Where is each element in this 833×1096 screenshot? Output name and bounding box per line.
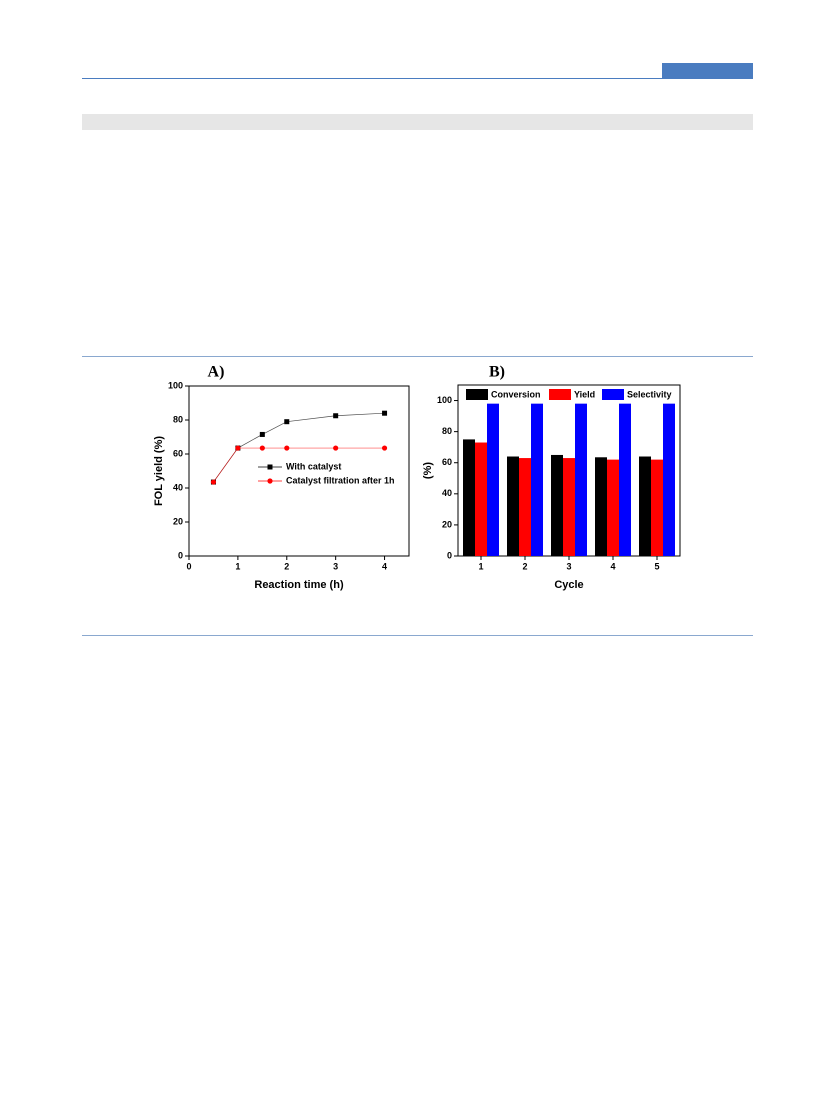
y-tick-label: 60: [173, 448, 183, 458]
y-tick-label: 0: [178, 550, 183, 560]
bar: [531, 403, 543, 556]
marker: [235, 445, 241, 451]
marker: [259, 431, 265, 437]
legend-label: Yield: [574, 389, 595, 399]
marker: [210, 479, 217, 485]
legend-swatch: [549, 389, 571, 400]
x-tick-label: 3: [566, 561, 571, 571]
marker: [259, 445, 265, 451]
x-tick-label: 0: [186, 561, 191, 571]
legend-swatch: [466, 389, 488, 400]
y-axis-label: (%): [422, 462, 434, 479]
legend-label: Conversion: [491, 389, 541, 399]
bar: [487, 403, 499, 556]
x-tick-label: 1: [478, 561, 483, 571]
bar: [575, 403, 587, 556]
y-tick-label: 20: [442, 519, 452, 529]
x-tick-label: 2: [284, 561, 289, 571]
y-axis-label: FOL yield (%): [153, 436, 165, 506]
header-block: [662, 63, 753, 78]
y-tick-label: 40: [442, 488, 452, 498]
bar: [475, 442, 487, 556]
legend-label: With catalyst: [286, 461, 341, 471]
x-axis-label: Reaction time (h): [254, 579, 344, 591]
marker: [381, 445, 388, 451]
y-tick-label: 100: [437, 395, 452, 405]
legend-marker: [267, 464, 273, 470]
x-tick-label: 4: [382, 561, 387, 571]
x-tick-label: 4: [610, 561, 615, 571]
marker: [333, 413, 339, 419]
bar: [663, 403, 675, 556]
marker: [284, 445, 290, 451]
series-line: [213, 447, 385, 483]
y-tick-label: 20: [173, 516, 183, 526]
bar: [563, 458, 575, 556]
legend-marker: [267, 478, 273, 484]
bar: [551, 454, 563, 556]
y-tick-label: 100: [168, 380, 183, 390]
section-bar: [82, 114, 753, 130]
bar: [507, 456, 519, 556]
bar: [607, 459, 619, 556]
legend-label: Catalyst filtration after 1h: [286, 475, 395, 485]
y-tick-label: 80: [442, 426, 452, 436]
bar: [639, 456, 651, 556]
y-tick-label: 60: [442, 457, 452, 467]
x-tick-label: 5: [654, 561, 659, 571]
y-tick-label: 40: [173, 482, 183, 492]
bar: [651, 459, 663, 556]
marker: [333, 445, 339, 451]
x-tick-label: 1: [235, 561, 240, 571]
plot-frame: [188, 385, 410, 557]
x-tick-label: 2: [522, 561, 527, 571]
marker: [284, 419, 290, 425]
panel-label: A): [208, 364, 225, 381]
bar: [519, 458, 531, 556]
y-tick-label: 0: [447, 550, 452, 560]
legend-swatch: [602, 389, 624, 400]
bar: [463, 439, 475, 556]
legend-label: Selectivity: [627, 389, 672, 399]
x-axis-label: Cycle: [554, 579, 583, 591]
bar: [619, 403, 631, 556]
bar: [595, 457, 607, 556]
marker: [382, 410, 388, 416]
y-tick-label: 80: [173, 414, 183, 424]
x-tick-label: 3: [333, 561, 338, 571]
panel-label: B): [489, 364, 505, 381]
